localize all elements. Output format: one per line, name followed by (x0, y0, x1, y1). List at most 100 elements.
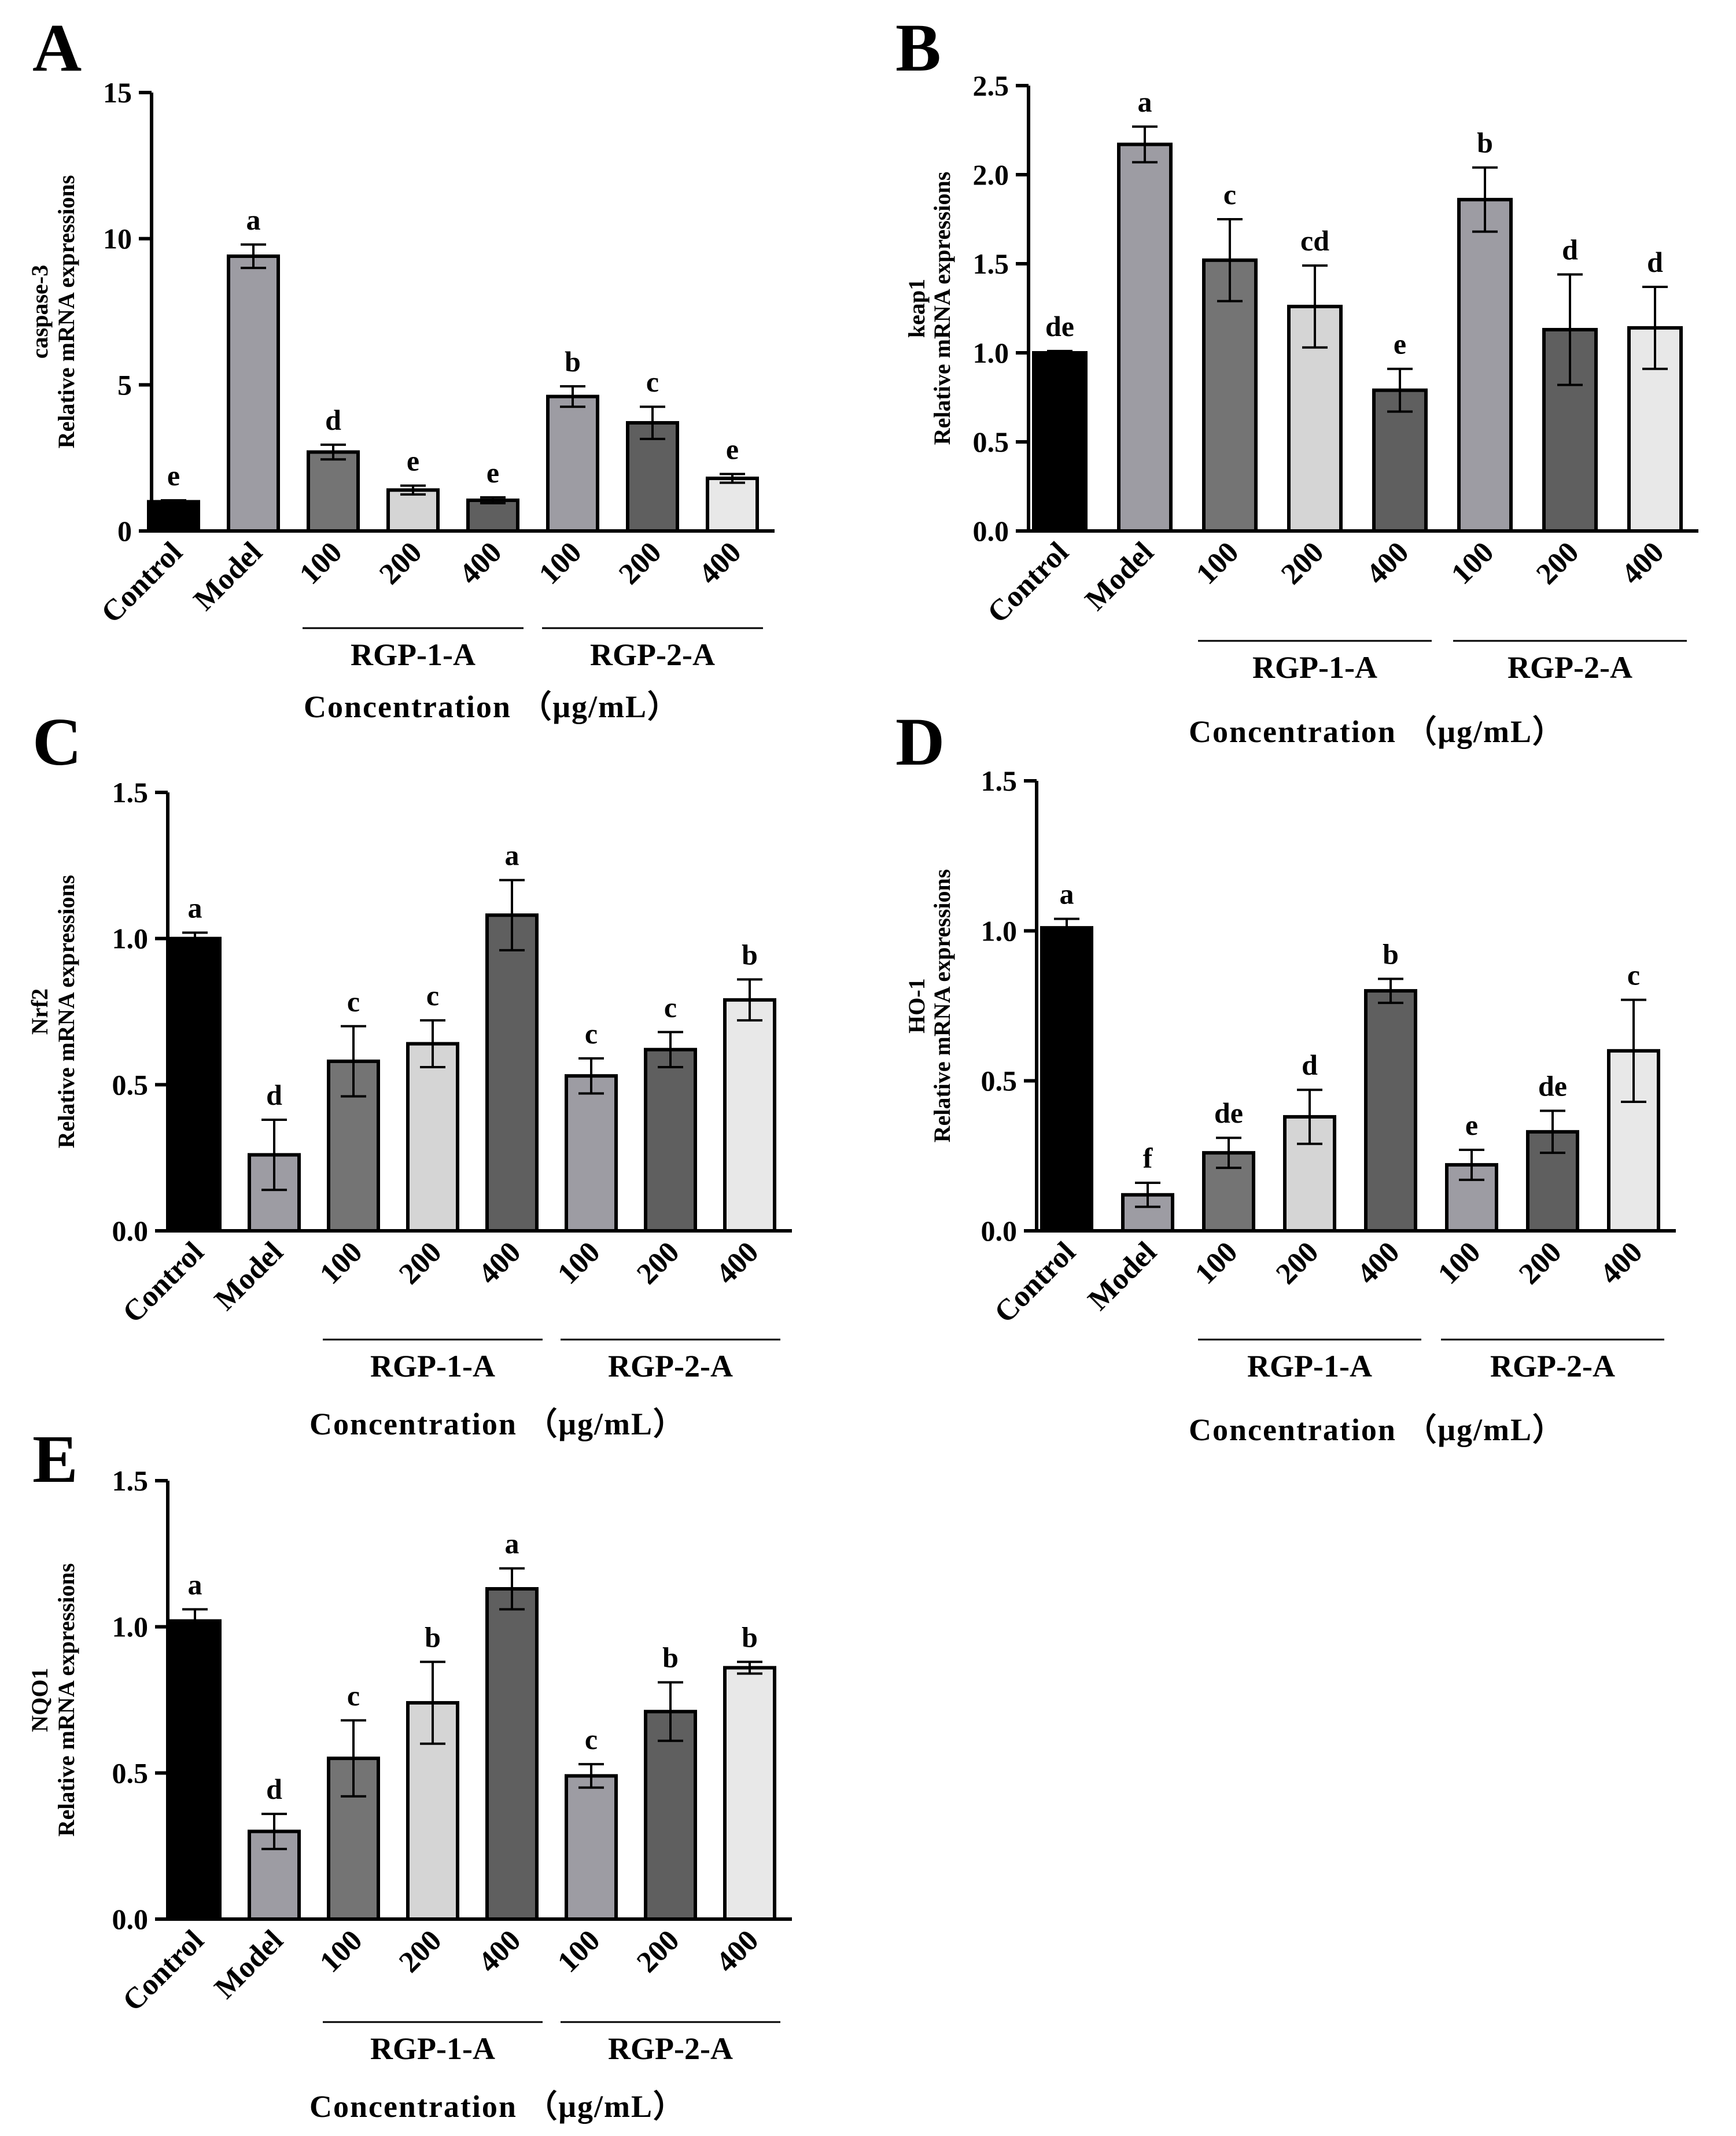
x-tick-label: Model (1082, 1235, 1163, 1316)
group-label: RGP-1-A (1247, 1349, 1372, 1384)
bar (307, 450, 360, 533)
significance-letter: c (426, 979, 439, 1012)
significance-letter: e (486, 456, 499, 489)
group-label: RGP-1-A (370, 1349, 495, 1384)
y-tick-label: 1.0 (112, 923, 149, 955)
y-tick-label: 0.0 (973, 515, 1009, 547)
significance-letter: e (1465, 1109, 1478, 1141)
x-tick-label: 200 (1530, 536, 1585, 591)
y-tick-label: 1.5 (112, 776, 149, 809)
panel-letter: D (895, 704, 945, 780)
x-axis-title: Concentration （μg/mL） (309, 1407, 685, 1441)
x-axis-title: Concentration （μg/mL） (1189, 1412, 1565, 1447)
x-tick-label: 400 (1615, 536, 1670, 591)
y-axis-title: Relative mRNA expressions (929, 869, 955, 1143)
x-tick-label: 400 (1594, 1235, 1649, 1290)
x-tick-label: 400 (1351, 1235, 1406, 1290)
bar (644, 1710, 697, 1921)
bar (706, 477, 759, 533)
group-label: RGP-2-A (608, 1349, 733, 1384)
significance-letter: d (266, 1773, 282, 1805)
bar (147, 500, 200, 533)
y-tick-label: 0.5 (973, 426, 1009, 458)
y-tick-label: 0.5 (112, 1757, 149, 1789)
significance-letter: a (1060, 878, 1074, 910)
x-tick-label: 100 (293, 536, 348, 591)
bar (644, 1047, 697, 1233)
significance-letter: e (726, 433, 739, 465)
x-tick-label: Model (1079, 536, 1160, 617)
significance-letter: a (188, 1568, 202, 1600)
significance-letter: c (347, 985, 360, 1017)
y-axis-gene-label: keap1 (904, 279, 930, 338)
bar (386, 488, 440, 533)
x-tick-label: 200 (393, 1235, 448, 1290)
y-axis-gene-label: NQO1 (27, 1668, 53, 1732)
x-tick-label: 200 (631, 1235, 685, 1290)
significance-letter: e (1394, 328, 1406, 360)
x-tick-label: 400 (710, 1924, 765, 1979)
y-axis-title: Relative mRNA expressions (929, 172, 955, 445)
x-tick-label: 400 (1360, 536, 1415, 591)
x-tick-label: 400 (472, 1235, 527, 1290)
significance-letter: b (662, 1641, 679, 1674)
y-tick-label: 2.5 (973, 69, 1009, 102)
y-tick-label: 1.0 (112, 1611, 149, 1643)
x-tick-label: Control (95, 536, 189, 629)
x-tick-label: 400 (710, 1235, 765, 1290)
group-label: RGP-2-A (590, 637, 715, 672)
bar (723, 998, 776, 1233)
x-axis-title: Concentration （μg/mL） (304, 689, 680, 724)
bar (1202, 258, 1258, 533)
bar (227, 254, 280, 533)
significance-letter: d (266, 1079, 282, 1111)
significance-letter: c (664, 991, 677, 1023)
significance-letter: d (1647, 246, 1663, 278)
x-axis-title: Concentration （μg/mL） (1189, 714, 1565, 749)
y-axis-gene-label: HO-1 (904, 978, 930, 1034)
x-tick-label: 100 (1432, 1235, 1487, 1290)
significance-letter: b (742, 1621, 758, 1653)
significance-letter: b (425, 1621, 441, 1653)
y-tick-label: 1.5 (973, 248, 1009, 280)
significance-letter: b (742, 938, 758, 971)
x-tick-label: 100 (1189, 1235, 1244, 1290)
x-tick-label: 200 (631, 1924, 685, 1979)
bar (1457, 198, 1513, 533)
bar (1121, 1193, 1174, 1233)
y-axis-gene-label: Nrf2 (27, 988, 53, 1035)
y-tick-label: 0 (117, 515, 132, 547)
panel-letter: B (895, 10, 941, 86)
significance-letter: f (1143, 1142, 1153, 1174)
chart-panel-e: E 0.0 0.5 1.0 1.5 NQO1 Relative mRNA expressio… (27, 1421, 792, 2124)
bar (1364, 989, 1417, 1233)
significance-letter: b (1477, 127, 1493, 159)
chart-panel-d: D 0.0 0.5 1.0 1.5 HO-1 Relative mRNA expressio… (895, 704, 1676, 1447)
x-tick-label: Control (116, 1235, 210, 1329)
y-tick-label: 1.5 (112, 1464, 149, 1497)
significance-letter: b (565, 345, 581, 378)
x-tick-label: 200 (1270, 1235, 1325, 1290)
bar (168, 1619, 222, 1921)
bar (1032, 351, 1088, 533)
significance-letter: e (407, 445, 419, 477)
significance-letter: d (325, 404, 341, 436)
significance-letter: e (167, 459, 180, 492)
y-tick-label: 1.0 (973, 337, 1009, 369)
x-tick-label: Model (187, 536, 268, 617)
x-tick-label: Model (208, 1235, 289, 1316)
bar (406, 1042, 459, 1233)
significance-letter: de (1538, 1070, 1567, 1102)
x-tick-label: 100 (551, 1924, 606, 1979)
x-tick-label: Control (981, 536, 1075, 629)
bar (485, 913, 539, 1233)
bar (565, 1074, 618, 1233)
y-tick-label: 0.5 (112, 1068, 149, 1101)
y-tick-label: 0.5 (981, 1065, 1018, 1097)
y-tick-label: 2.0 (973, 158, 1009, 191)
x-tick-label: 100 (1445, 536, 1500, 591)
significance-letter: c (1223, 178, 1236, 211)
bar (546, 394, 599, 533)
significance-letter: c (585, 1017, 598, 1050)
